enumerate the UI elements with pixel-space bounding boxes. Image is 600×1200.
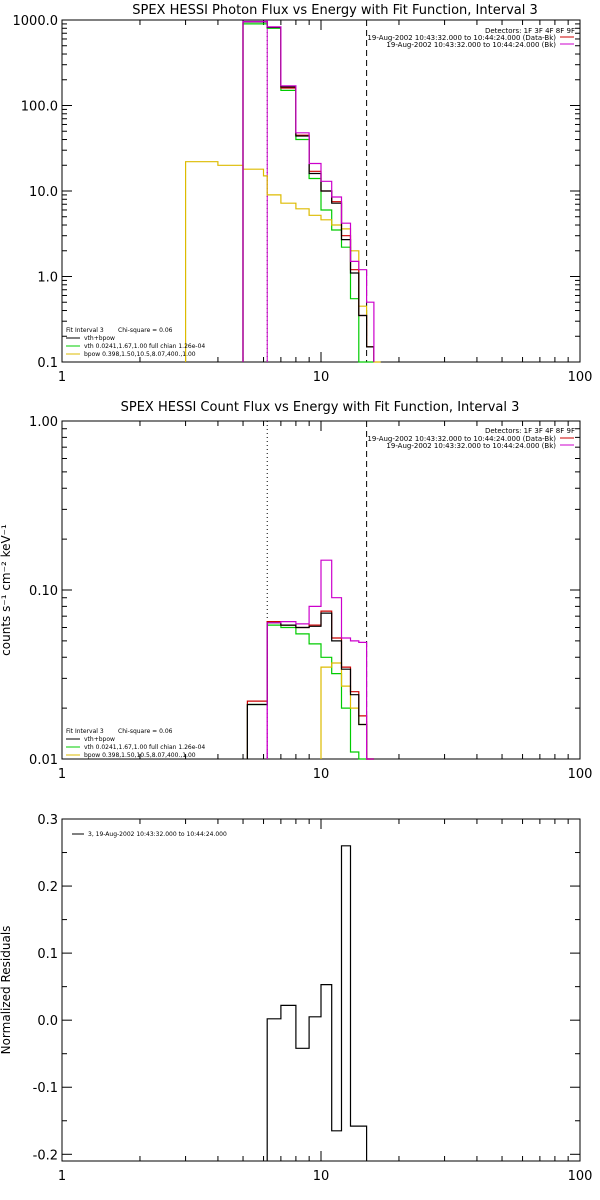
- photon-series-total: [242, 21, 375, 362]
- photon-ytick-label: 10.0: [29, 185, 58, 200]
- count-fit-chisq: Chi-square = 0.06: [118, 728, 173, 735]
- photon-fit-chisq: Chi-square = 0.06: [118, 327, 173, 334]
- photon-legend-vth: vth 0.0241,1.67,1.00 full chian 1.26e-04: [84, 343, 205, 350]
- photon-header-databk: 19-Aug-2002 10:43:32.000 to 10:44:24.000…: [367, 34, 556, 42]
- count-ytick-label: 0.10: [29, 584, 58, 599]
- count-fit-legend: Fit Interval 3 Chi-square = 0.06 vth+bpo…: [66, 728, 205, 759]
- count-series-bkg: [266, 559, 374, 760]
- count-header-databk: 19-Aug-2002 10:43:32.000 to 10:44:24.000…: [367, 435, 556, 443]
- photon-xtick-label: 1: [58, 370, 66, 385]
- photon-series-vth: [242, 23, 374, 363]
- count-xtick-label: 100: [568, 767, 593, 782]
- count-fit-interval: Fit Interval 3: [66, 728, 104, 735]
- photon-header-bk: 19-Aug-2002 10:43:32.000 to 10:44:24.000…: [386, 41, 556, 49]
- photon-panel: SPEX HESSI Photon Flux vs Energy with Fi…: [13, 3, 593, 385]
- residuals-xtick-label: 100: [568, 1169, 593, 1184]
- count-ytick-label: 1.00: [29, 415, 58, 430]
- photon-detectors: Detectors: 1F 3F 4F 8F 9F: [485, 27, 575, 35]
- residuals-ytick-label: -0.1: [33, 1081, 58, 1096]
- residuals-ylabel: Normalized Residuals: [0, 926, 13, 1055]
- photon-title: SPEX HESSI Photon Flux vs Energy with Fi…: [132, 3, 538, 18]
- residuals-ytick-label: 0.3: [37, 813, 58, 828]
- residuals-ytick-label: 0.1: [37, 947, 58, 962]
- residuals-xtick-label: 10: [313, 1169, 330, 1184]
- photon-ytick-label: 1000.0: [13, 14, 59, 29]
- count-ylabel: counts s⁻¹ cm⁻² keV⁻¹: [0, 524, 13, 656]
- photon-legend-total: vth+bpow: [84, 335, 115, 342]
- count-title: SPEX HESSI Count Flux vs Energy with Fit…: [121, 400, 520, 415]
- count-series-total: [246, 612, 374, 760]
- count-series-data: [246, 610, 374, 760]
- residuals-panel: Normalized Residuals 3, 19-Aug-2002 10:4…: [0, 813, 592, 1184]
- count-header-bk: 19-Aug-2002 10:43:32.000 to 10:44:24.000…: [386, 442, 556, 450]
- photon-xtick-label: 100: [568, 370, 593, 385]
- residuals-xtick-label: 1: [58, 1169, 66, 1184]
- photon-ytick-label: 1.0: [37, 271, 58, 286]
- count-ytick-label: 0.01: [29, 753, 58, 768]
- photon-fit-legend: Fit Interval 3 Chi-square = 0.06 vth+bpo…: [66, 327, 205, 358]
- residuals-ytick-label: 0.0: [37, 1014, 58, 1029]
- count-series-bpow: [320, 662, 374, 760]
- residuals-ytick-label: 0.2: [37, 880, 58, 895]
- count-legend-total: vth+bpow: [84, 736, 115, 743]
- photon-series-data: [242, 21, 375, 362]
- count-series-vth: [246, 624, 374, 760]
- count-legend-bpow: bpow 0.398,1.50,10.5,8.07,400.,1.00: [84, 752, 196, 759]
- photon-xtick-label: 10: [313, 370, 330, 385]
- photon-legend-bpow: bpow 0.398,1.50,10.5,8.07,400.,1.00: [84, 351, 196, 358]
- count-detectors: Detectors: 1F 3F 4F 8F 9F: [485, 427, 575, 435]
- photon-ytick-label: 100.0: [21, 100, 58, 115]
- count-panel: SPEX HESSI Count Flux vs Energy with Fit…: [0, 400, 592, 782]
- residuals-legend: 3, 19-Aug-2002 10:43:32.000 to 10:44:24.…: [88, 831, 227, 838]
- photon-ytick-label: 0.1: [37, 356, 58, 371]
- residuals-ytick-label: -0.2: [33, 1148, 58, 1163]
- count-legend-vth: vth 0.0241,1.67,1.00 full chian 1.26e-04: [84, 744, 205, 751]
- photon-series-bkg: [242, 20, 375, 362]
- residuals-series-total: [266, 845, 368, 1161]
- count-xtick-label: 10: [313, 767, 330, 782]
- photon-fit-interval: Fit Interval 3: [66, 327, 104, 334]
- count-xtick-label: 1: [58, 767, 66, 782]
